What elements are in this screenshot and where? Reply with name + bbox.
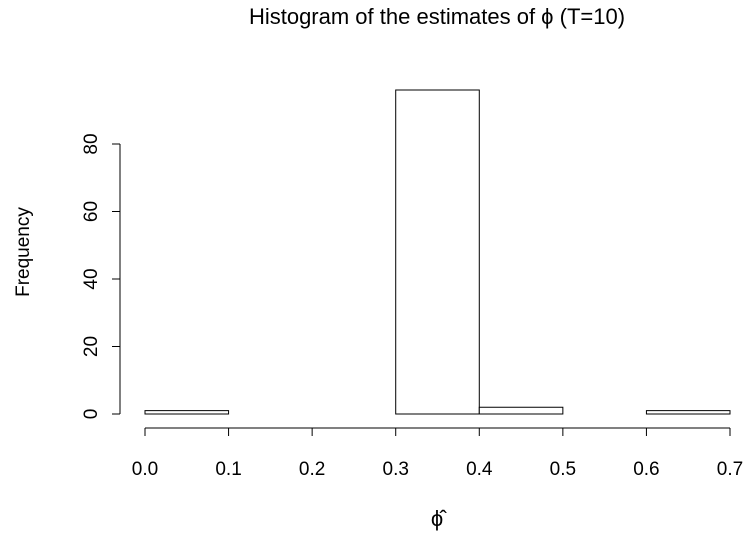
x-tick-label: 0.5 [550, 459, 576, 480]
x-tick-label: 0.0 [132, 459, 158, 480]
bar [478, 406, 564, 415]
y-tick-label: 80 [81, 133, 102, 154]
y-axis-label: Frequency [13, 207, 34, 297]
x-tick-label: 0.6 [633, 459, 659, 480]
x-tick-label: 0.1 [215, 459, 241, 480]
bar [395, 89, 480, 415]
bar [144, 410, 230, 415]
x-tick-label: 0.2 [299, 459, 325, 480]
y-tick-label: 0 [81, 409, 102, 420]
x-axis-label: ϕ̂ [431, 506, 447, 531]
y-tick-label: 40 [81, 268, 102, 289]
x-tick-label: 0.7 [717, 459, 743, 480]
y-tick-label: 20 [81, 336, 102, 357]
y-tick-label: 60 [81, 201, 102, 222]
x-tick-label: 0.4 [466, 459, 493, 480]
bar [645, 410, 731, 415]
x-tick-label: 0.3 [383, 459, 409, 480]
chart-title: Histogram of the estimates of ϕ (T=10) [249, 4, 625, 29]
